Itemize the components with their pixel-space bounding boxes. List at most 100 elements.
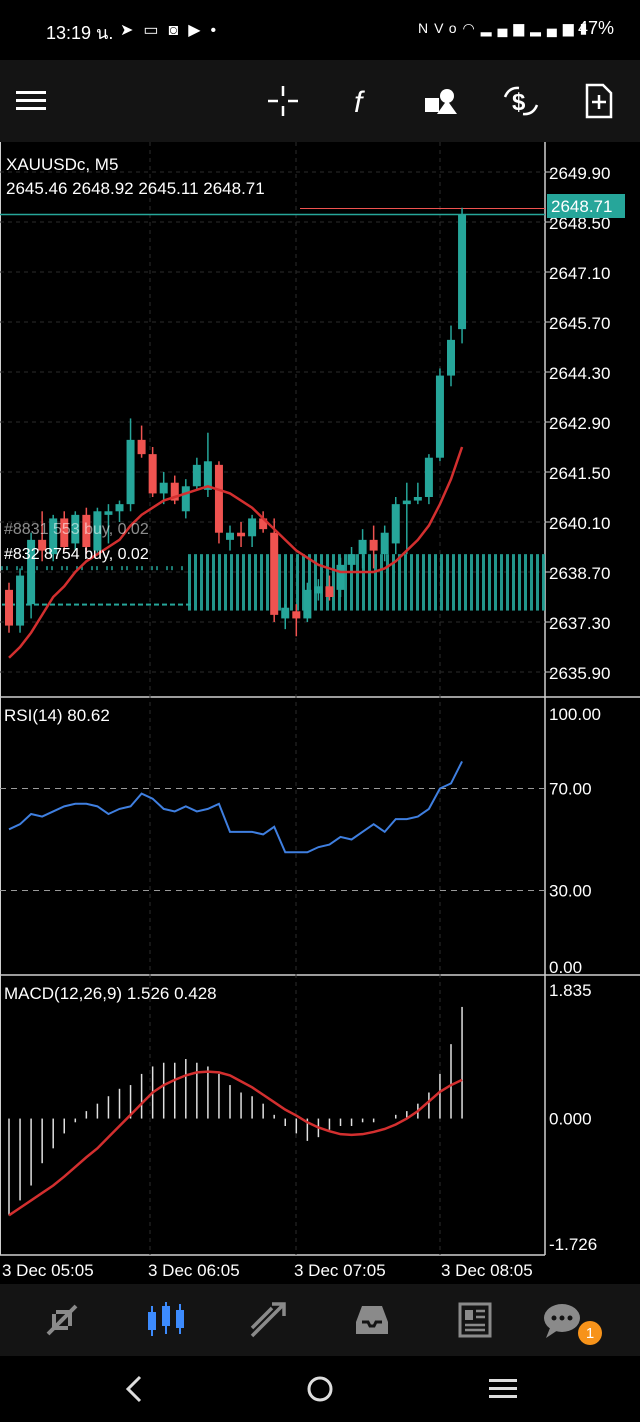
candle-body bbox=[424, 457, 433, 497]
ma-layer bbox=[8, 446, 464, 659]
candle-body bbox=[226, 532, 234, 540]
battery-icon: ▮ bbox=[579, 20, 594, 36]
rsi-tick-label: 100.00 bbox=[549, 705, 601, 724]
order-marker bbox=[416, 554, 419, 611]
order-marker bbox=[314, 554, 317, 611]
order-label-ghost: #8831 553 buy, 0.02 bbox=[4, 521, 149, 538]
order-marker bbox=[260, 554, 263, 611]
time-axis-label: 3 Dec 08:05 bbox=[441, 1261, 533, 1280]
back-button[interactable] bbox=[104, 1364, 164, 1414]
price-tick-label: 2644.30 bbox=[549, 364, 610, 383]
order-marker bbox=[386, 554, 389, 611]
symbol-icon: $ bbox=[503, 86, 539, 116]
nav-trade[interactable] bbox=[238, 1294, 298, 1346]
order-marker bbox=[362, 554, 365, 611]
nav-chat[interactable] bbox=[532, 1294, 592, 1346]
candle-body bbox=[49, 518, 58, 555]
line-icon: ▭ bbox=[143, 22, 169, 39]
order-marker bbox=[254, 554, 257, 611]
candle-body bbox=[93, 511, 102, 551]
crosshair-icon bbox=[268, 86, 298, 116]
order-marker bbox=[476, 554, 479, 611]
candle-body bbox=[181, 486, 190, 512]
nav-quotes[interactable] bbox=[32, 1294, 92, 1346]
macd-tick-label: -1.726 bbox=[549, 1235, 597, 1254]
candle-body bbox=[203, 461, 212, 490]
candle-body bbox=[148, 454, 157, 494]
order-marker bbox=[308, 554, 311, 611]
candle-body bbox=[60, 518, 69, 547]
price-tick-label: 2640.10 bbox=[549, 514, 610, 533]
candle-body bbox=[325, 586, 334, 597]
nfc-icon: N bbox=[418, 20, 435, 36]
order-marker bbox=[326, 554, 329, 611]
candle-body bbox=[126, 439, 135, 505]
candle-body bbox=[82, 514, 91, 547]
candle-body bbox=[16, 575, 25, 626]
order-marker bbox=[434, 554, 437, 611]
signal-icon: ▂▄▆ bbox=[480, 20, 531, 36]
symbol-label: XAUUSDc, M5 bbox=[6, 155, 118, 174]
rsi-tick-label: 0.00 bbox=[549, 958, 582, 977]
menu-button[interactable] bbox=[4, 74, 58, 128]
order-marker bbox=[422, 554, 425, 611]
order-marker bbox=[332, 554, 335, 611]
order-marker bbox=[542, 554, 545, 611]
nav-news[interactable] bbox=[444, 1294, 504, 1346]
chart-icon bbox=[148, 1302, 184, 1336]
candle-body bbox=[27, 539, 36, 605]
ohlc-label: 2645.46 2648.92 2645.11 2648.71 bbox=[6, 179, 265, 198]
candle-body bbox=[347, 554, 356, 565]
time-axis-label: 3 Dec 05:05 bbox=[2, 1261, 94, 1280]
toolbar: f $ bbox=[0, 60, 640, 142]
crosshair-button[interactable] bbox=[256, 74, 310, 128]
order-marker bbox=[488, 554, 491, 611]
rsi-layer bbox=[0, 760, 545, 891]
signal-icon: ▂▄▆ bbox=[530, 20, 580, 36]
price-tick-label: 2648.50 bbox=[549, 214, 610, 233]
order-marker bbox=[368, 554, 371, 611]
svg-text:$: $ bbox=[512, 89, 526, 116]
candle-body bbox=[270, 532, 279, 615]
price-tick-label: 2649.90 bbox=[549, 164, 610, 183]
order-marker bbox=[188, 554, 191, 611]
nav-chart[interactable] bbox=[136, 1294, 196, 1346]
macd-signal-line bbox=[8, 1070, 463, 1217]
objects-button[interactable] bbox=[414, 74, 468, 128]
order-marker bbox=[374, 554, 377, 611]
home-button[interactable] bbox=[290, 1364, 350, 1414]
time-axis-label: 3 Dec 06:05 bbox=[148, 1261, 240, 1280]
order-marker bbox=[284, 554, 287, 611]
order-marker bbox=[350, 554, 353, 611]
price-tick-label: 2642.90 bbox=[549, 414, 610, 433]
order-label[interactable]: #832 8754 buy, 0.02 bbox=[4, 546, 149, 563]
nav-history[interactable] bbox=[342, 1294, 402, 1346]
new-order-button[interactable] bbox=[572, 74, 626, 128]
chart-svg[interactable]: 2649.90 2648.50 2647.10 2645.70 2644.30 2642.… bbox=[0, 142, 640, 1284]
order-marker bbox=[446, 554, 449, 611]
order-marker bbox=[194, 554, 197, 611]
history-icon bbox=[356, 1306, 388, 1334]
order-marker bbox=[464, 554, 467, 611]
order-layer bbox=[0, 208, 545, 611]
candle-body bbox=[458, 214, 467, 330]
status-left-icons: ➤▭◙▶• bbox=[120, 20, 226, 40]
order-marker bbox=[236, 554, 239, 611]
order-marker bbox=[218, 554, 221, 611]
indicators-button[interactable]: f bbox=[336, 74, 390, 128]
chart-area[interactable]: 2649.90 2648.50 2647.10 2645.70 2644.30 2642.… bbox=[0, 142, 640, 1284]
system-nav bbox=[0, 1356, 640, 1422]
order-marker bbox=[506, 554, 509, 611]
symbol-button[interactable]: $ bbox=[494, 74, 548, 128]
candle-body bbox=[380, 532, 389, 555]
order-marker bbox=[398, 554, 401, 611]
quotes-icon bbox=[46, 1304, 78, 1336]
order-marker bbox=[494, 554, 497, 611]
candle-body bbox=[38, 539, 47, 551]
rsi-tick-label: 70.00 bbox=[549, 780, 592, 799]
order-marker bbox=[524, 554, 527, 611]
recents-button[interactable] bbox=[474, 1364, 534, 1414]
macd-label: MACD(12,26,9) 1.526 0.428 bbox=[4, 984, 217, 1003]
candle-body bbox=[447, 339, 455, 376]
candle-body bbox=[248, 518, 257, 537]
